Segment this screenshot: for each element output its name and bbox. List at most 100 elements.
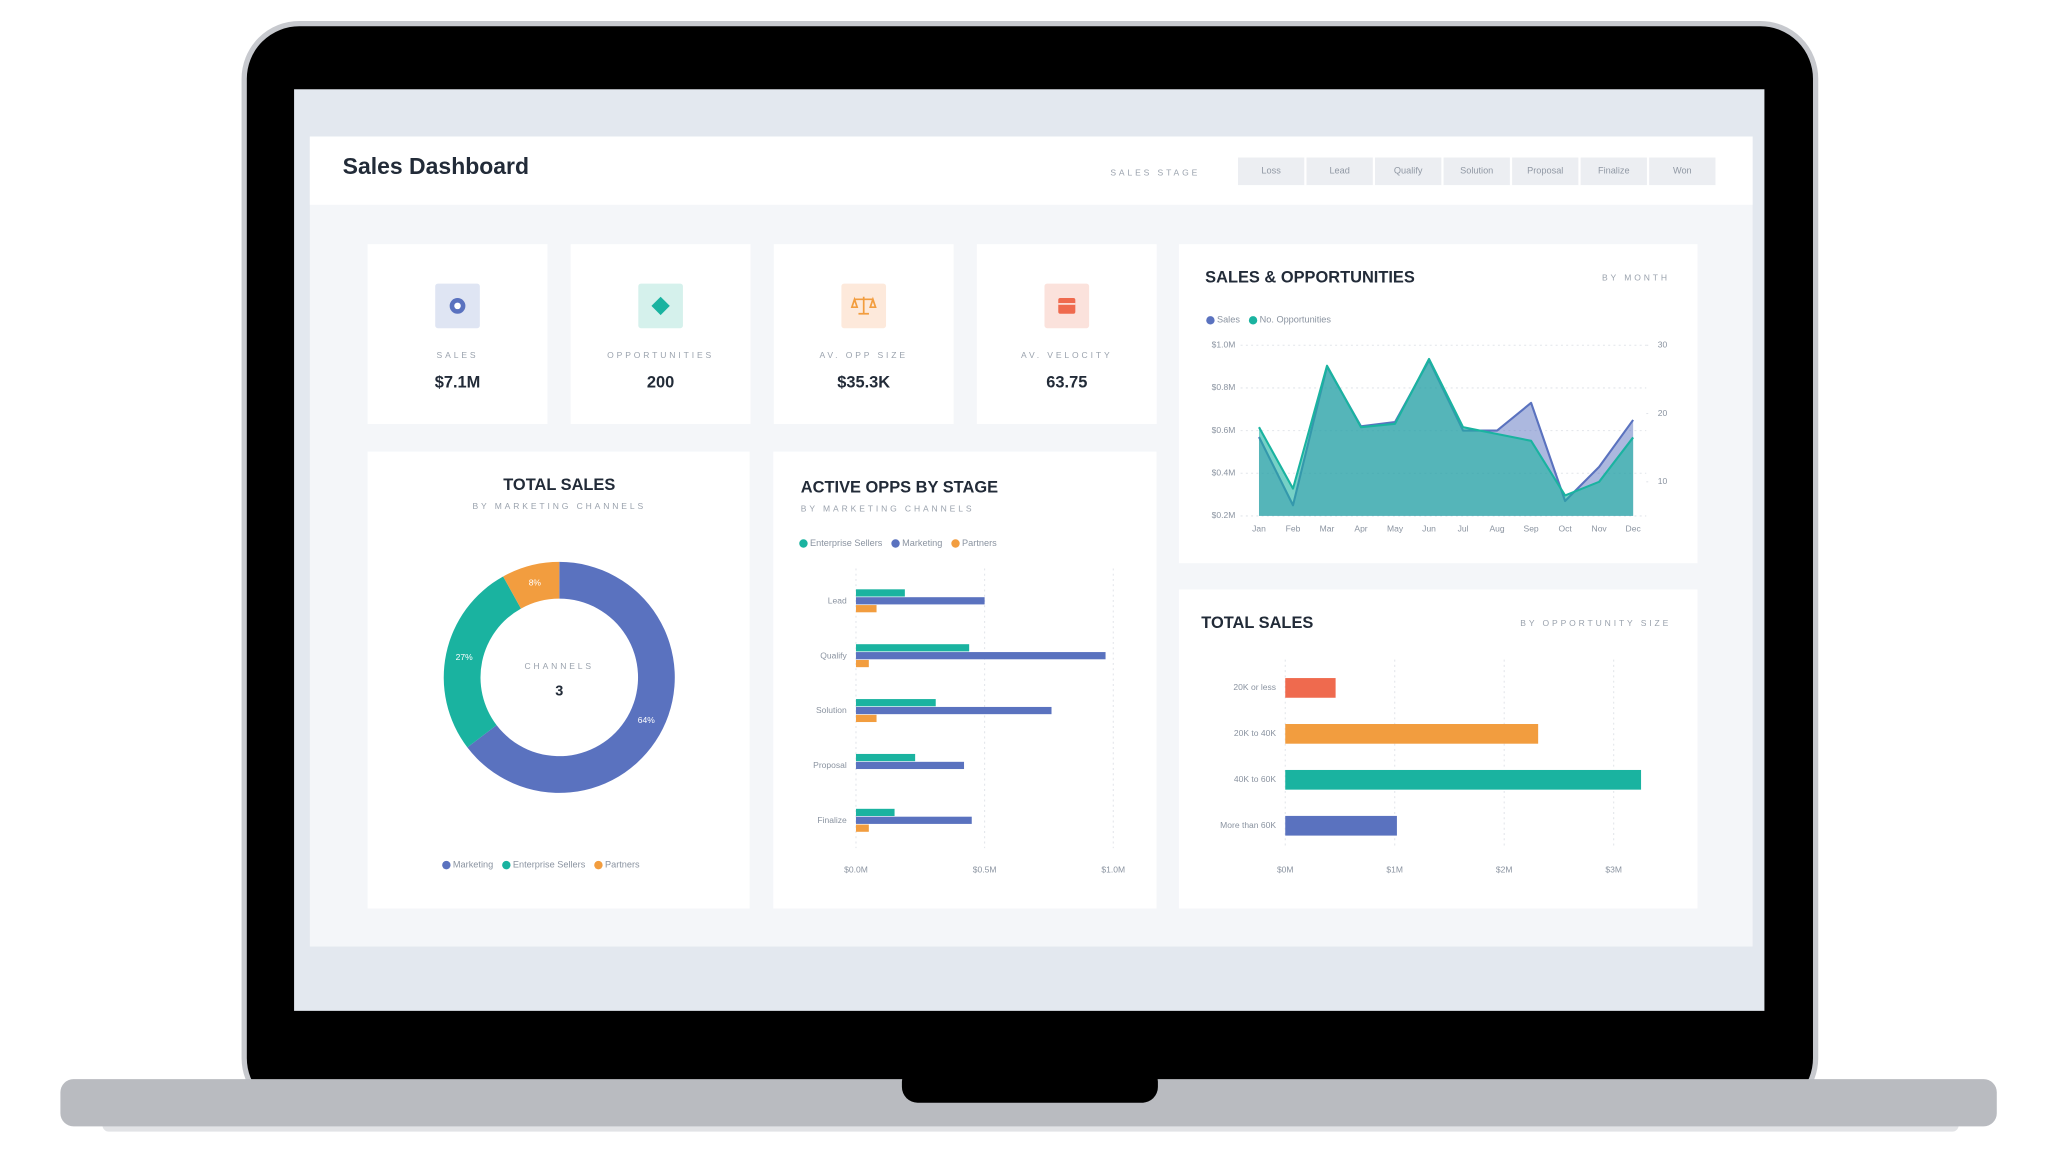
- card: [773, 451, 1157, 909]
- donut-segment: [467, 561, 675, 793]
- bar: [855, 589, 905, 597]
- card: [1178, 589, 1698, 909]
- chart-title: ACTIVE OPPS BY STAGE: [801, 479, 998, 497]
- bar: [855, 808, 895, 817]
- bar: [855, 714, 877, 723]
- x-tick-label: Oct: [1558, 523, 1572, 533]
- legend-label: Enterprise Sellers: [810, 538, 883, 548]
- legend-label: Marketing: [453, 860, 493, 870]
- x-tick-label: Aug: [1490, 523, 1505, 533]
- legend-marker: [799, 539, 808, 548]
- legend-label: Partners: [605, 860, 640, 870]
- filter-button[interactable]: [1306, 157, 1373, 186]
- filter-label[interactable]: Loss: [1261, 166, 1281, 176]
- filter-button[interactable]: [1375, 157, 1442, 186]
- y-tick-label: Lead: [828, 595, 847, 605]
- filter-label[interactable]: Lead: [1329, 166, 1349, 176]
- legend-label: Enterprise Sellers: [513, 860, 586, 870]
- filter-group: Loss Lead Qualify Solution Proposal Finalize W…: [1237, 157, 1716, 186]
- kpi-card: [773, 244, 954, 425]
- y-tick-label: $0.8M: [1212, 382, 1236, 392]
- filter-label[interactable]: Proposal: [1527, 166, 1563, 176]
- y-tick-label: Proposal: [813, 760, 847, 770]
- kpi-label: OPPORTUNITIES: [607, 350, 714, 360]
- kpi-value: $7.1M: [435, 374, 481, 392]
- y-tick-label: 20K or less: [1233, 682, 1276, 692]
- kpi-value: 63.75: [1046, 374, 1087, 392]
- filter-button[interactable]: [1237, 157, 1305, 186]
- kpi-icon: [850, 296, 877, 315]
- line: [1258, 357, 1634, 497]
- legend-marker: [951, 539, 960, 548]
- kpi-card: [570, 244, 751, 425]
- bar: [855, 659, 869, 668]
- legend-label: Marketing: [902, 538, 942, 548]
- filter-button[interactable]: [1580, 157, 1647, 186]
- filter-label[interactable]: Solution: [1460, 166, 1493, 176]
- legend-label: Sales: [1217, 315, 1240, 325]
- y-tick-label: $0.4M: [1212, 468, 1236, 478]
- x-tick-label: $1M: [1386, 865, 1403, 875]
- kpi-icon: [454, 302, 461, 310]
- x-tick-label: $1.0M: [1101, 865, 1125, 875]
- filter-label[interactable]: Qualify: [1394, 166, 1423, 176]
- kpi-card: [367, 244, 548, 425]
- filter-label[interactable]: Won: [1673, 166, 1692, 176]
- legend-marker: [442, 860, 451, 870]
- chart-subtitle: BY MARKETING CHANNELS: [801, 504, 975, 514]
- legend-marker: [502, 860, 511, 870]
- y2-tick-label: 20: [1658, 408, 1668, 418]
- bar: [855, 597, 985, 605]
- filter-button[interactable]: [1443, 157, 1510, 186]
- x-tick-label: Jun: [1422, 523, 1436, 533]
- x-tick-label: May: [1387, 523, 1404, 533]
- x-tick-label: $3M: [1605, 865, 1622, 875]
- y-tick-label: More than 60K: [1220, 820, 1276, 830]
- y-tick-label: Finalize: [817, 815, 847, 825]
- center-value: 3: [555, 684, 563, 700]
- center-label: CHANNELS: [525, 661, 594, 671]
- bar: [1285, 678, 1336, 698]
- x-tick-label: $2M: [1496, 865, 1513, 875]
- bar: [855, 605, 877, 613]
- x-tick-label: Nov: [1592, 523, 1608, 533]
- x-tick-label: Dec: [1626, 523, 1642, 533]
- x-tick-label: Jul: [1458, 523, 1469, 533]
- filter-label[interactable]: Finalize: [1598, 166, 1630, 176]
- kpi-icon: [1058, 298, 1076, 314]
- data-label: 8%: [529, 578, 542, 588]
- x-tick-label: Jan: [1252, 523, 1266, 533]
- kpi-value: $35.3K: [837, 374, 890, 392]
- x-tick-label: $0.0M: [844, 865, 868, 875]
- bar: [855, 652, 1106, 660]
- kpi-card: [976, 244, 1157, 425]
- bar: [1285, 815, 1397, 836]
- legend-marker: [1248, 316, 1258, 325]
- bar: [855, 644, 970, 652]
- legend-label: Partners: [962, 538, 997, 548]
- chart-title: SALES & OPPORTUNITIES: [1205, 269, 1415, 287]
- x-tick-label: Sep: [1524, 523, 1539, 533]
- bar: [855, 824, 869, 832]
- filter-button[interactable]: [1512, 157, 1579, 186]
- donut-segment: [443, 576, 521, 748]
- y-tick-label: 40K to 60K: [1234, 774, 1276, 784]
- donut-segment: [503, 561, 560, 609]
- bar: [855, 699, 936, 707]
- chart-title: TOTAL SALES: [503, 476, 615, 494]
- bar: [1285, 769, 1642, 790]
- dashboard-title: Sales Dashboard: [343, 153, 529, 179]
- filter-button[interactable]: [1649, 157, 1716, 186]
- y-tick-label: $0.6M: [1212, 425, 1236, 435]
- y-tick-label: Qualify: [820, 650, 847, 660]
- y-tick-label: $1.0M: [1212, 340, 1236, 350]
- kpi-label: AV. OPP SIZE: [819, 350, 907, 360]
- kpi-value: 200: [647, 374, 674, 392]
- chart-title: TOTAL SALES: [1201, 614, 1313, 632]
- legend-marker: [594, 860, 603, 870]
- bar: [855, 753, 916, 762]
- y2-tick-label: 30: [1658, 340, 1668, 350]
- y-tick-label: Solution: [816, 705, 847, 715]
